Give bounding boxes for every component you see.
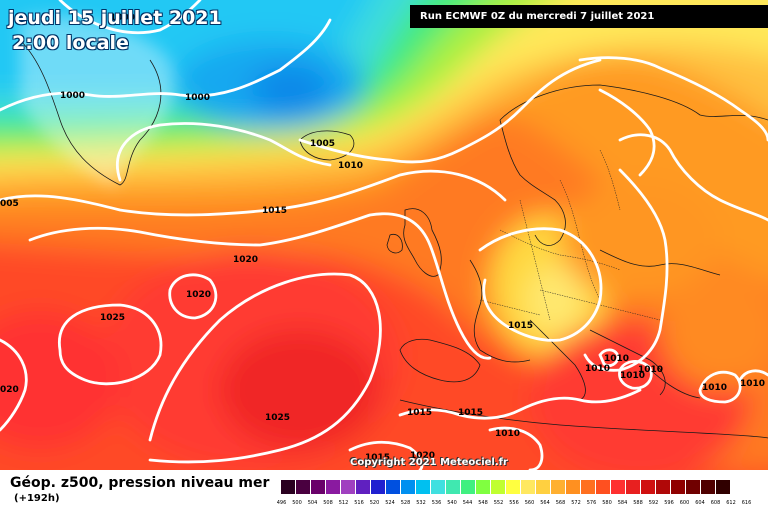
legend-swatch <box>596 480 611 494</box>
legend-tick-label: 524 <box>385 500 395 506</box>
legend-swatch <box>341 480 356 494</box>
isobar-label: 005 <box>0 199 19 209</box>
legend-swatch <box>371 480 386 494</box>
legend-swatch <box>701 480 716 494</box>
legend-swatch <box>566 480 581 494</box>
color-scale-legend <box>281 480 731 494</box>
isobar-label: 1025 <box>100 313 125 323</box>
legend-tick-label: 608 <box>710 500 721 506</box>
legend-swatch <box>506 480 521 494</box>
legend-swatch <box>326 480 341 494</box>
isobar-label: 1020 <box>233 255 258 265</box>
legend-swatch <box>401 480 416 494</box>
isobar-label: 1010 <box>740 379 765 389</box>
coastlines <box>19 39 768 439</box>
legend-swatch <box>671 480 686 494</box>
legend-swatch <box>551 480 566 494</box>
isobar-label: 1025 <box>265 413 290 423</box>
isobar-label: 1000 <box>60 91 85 101</box>
isobar-label: 1015 <box>508 321 533 331</box>
legend-tick-label: 508 <box>323 500 333 506</box>
legend-tick-label: 564 <box>540 500 550 506</box>
legend-tick-label: 512 <box>338 500 349 506</box>
isobar-label: 1020 <box>410 451 435 461</box>
legend-tick-label: 560 <box>524 500 535 506</box>
isobar-label: 1010 <box>702 383 727 393</box>
legend-tick-label: 596 <box>664 500 674 506</box>
isobar-label: 1000 <box>185 93 210 103</box>
legend-tick-label: 576 <box>586 500 597 506</box>
legend-tick-label: 616 <box>741 500 752 506</box>
run-info-box: Run ECMWF 0Z du mercredi 7 juillet 2021 <box>410 5 768 28</box>
legend-swatch <box>686 480 701 494</box>
isobar-label: 1015 <box>365 453 390 463</box>
isobar-label: 1010 <box>585 364 610 374</box>
copyright-text: Copyright 2021 Meteociel.fr <box>350 457 508 468</box>
forecast-time-title: 2:00 locale <box>12 32 129 54</box>
legend-tick-label: 500 <box>292 500 302 506</box>
legend-swatch <box>461 480 476 494</box>
legend-swatch <box>536 480 551 494</box>
isobar-label: 1020 <box>186 290 211 300</box>
forecast-map: 1000 1000 1000 1005 1010 1015 005 1020 1… <box>0 0 768 470</box>
legend-tick-label: 572 <box>571 500 581 506</box>
legend-tick-label: 544 <box>462 500 473 506</box>
legend-swatch <box>476 480 491 494</box>
field-title: Géop. z500, pression niveau mer <box>10 475 270 491</box>
legend-swatch <box>416 480 431 494</box>
legend-tick-label: 504 <box>307 500 318 506</box>
forecast-hour: (+192h) <box>14 493 60 504</box>
legend-swatch <box>626 480 641 494</box>
legend-swatch <box>491 480 506 494</box>
isobar-label: 1010 <box>638 365 663 375</box>
legend-tick-label: 516 <box>354 500 364 506</box>
legend-swatch <box>446 480 461 494</box>
isobar-label: 1010 <box>620 371 645 381</box>
isobar-label: 1010 <box>604 354 629 364</box>
legend-tick-label: 528 <box>400 500 411 506</box>
legend-swatch <box>296 480 311 494</box>
legend-swatch <box>431 480 446 494</box>
legend-swatch <box>281 480 296 494</box>
color-scale-labels: 496 500 504 508 512 516 520 524 528 532 536 540 544 5… <box>277 500 761 510</box>
legend-swatch <box>581 480 596 494</box>
legend-tick-label: 584 <box>617 500 628 506</box>
legend-swatch <box>311 480 326 494</box>
isobar-label: 1015 <box>458 408 483 418</box>
legend-tick-label: 588 <box>633 500 643 506</box>
legend-tick-label: 556 <box>509 500 519 506</box>
legend-tick-label: 520 <box>369 500 380 506</box>
isobar-label: 1010 <box>495 429 520 439</box>
legend-swatch <box>716 480 731 494</box>
legend-swatch <box>611 480 626 494</box>
legend-tick-label: 540 <box>447 500 457 506</box>
legend-tick-label: 548 <box>478 500 488 506</box>
legend-swatch <box>656 480 671 494</box>
legend-tick-label: 592 <box>648 500 659 506</box>
legend-swatch <box>521 480 536 494</box>
isobar-label: 1010 <box>338 161 363 171</box>
legend-tick-label: 496 <box>276 500 287 506</box>
isobar-label: 1000 <box>110 13 135 23</box>
legend-tick-label: 568 <box>555 500 566 506</box>
legend-tick-label: 612 <box>726 500 736 506</box>
legend-tick-label: 604 <box>695 500 705 506</box>
legend-swatch <box>356 480 371 494</box>
legend-tick-label: 532 <box>416 500 426 506</box>
legend-tick-label: 580 <box>602 500 612 506</box>
isobar-label: 020 <box>0 385 19 395</box>
isobar-label: 1015 <box>407 408 432 418</box>
legend-swatch <box>641 480 656 494</box>
legend-tick-label: 552 <box>493 500 504 506</box>
legend-tick-label: 536 <box>431 500 442 506</box>
legend-swatch <box>386 480 401 494</box>
isobar-label-group: 1000 1000 1000 1005 1010 1015 005 1020 1… <box>0 13 765 463</box>
legend-tick-label: 600 <box>679 500 690 506</box>
isobar-label: 1005 <box>310 139 335 149</box>
geopotential-field-map: 1000 1000 1000 1005 1010 1015 005 1020 1… <box>0 0 768 470</box>
isobar-label: 1015 <box>262 206 287 216</box>
forecast-date-title: jeudi 15 juillet 2021 <box>8 7 222 29</box>
isobars <box>0 0 768 470</box>
